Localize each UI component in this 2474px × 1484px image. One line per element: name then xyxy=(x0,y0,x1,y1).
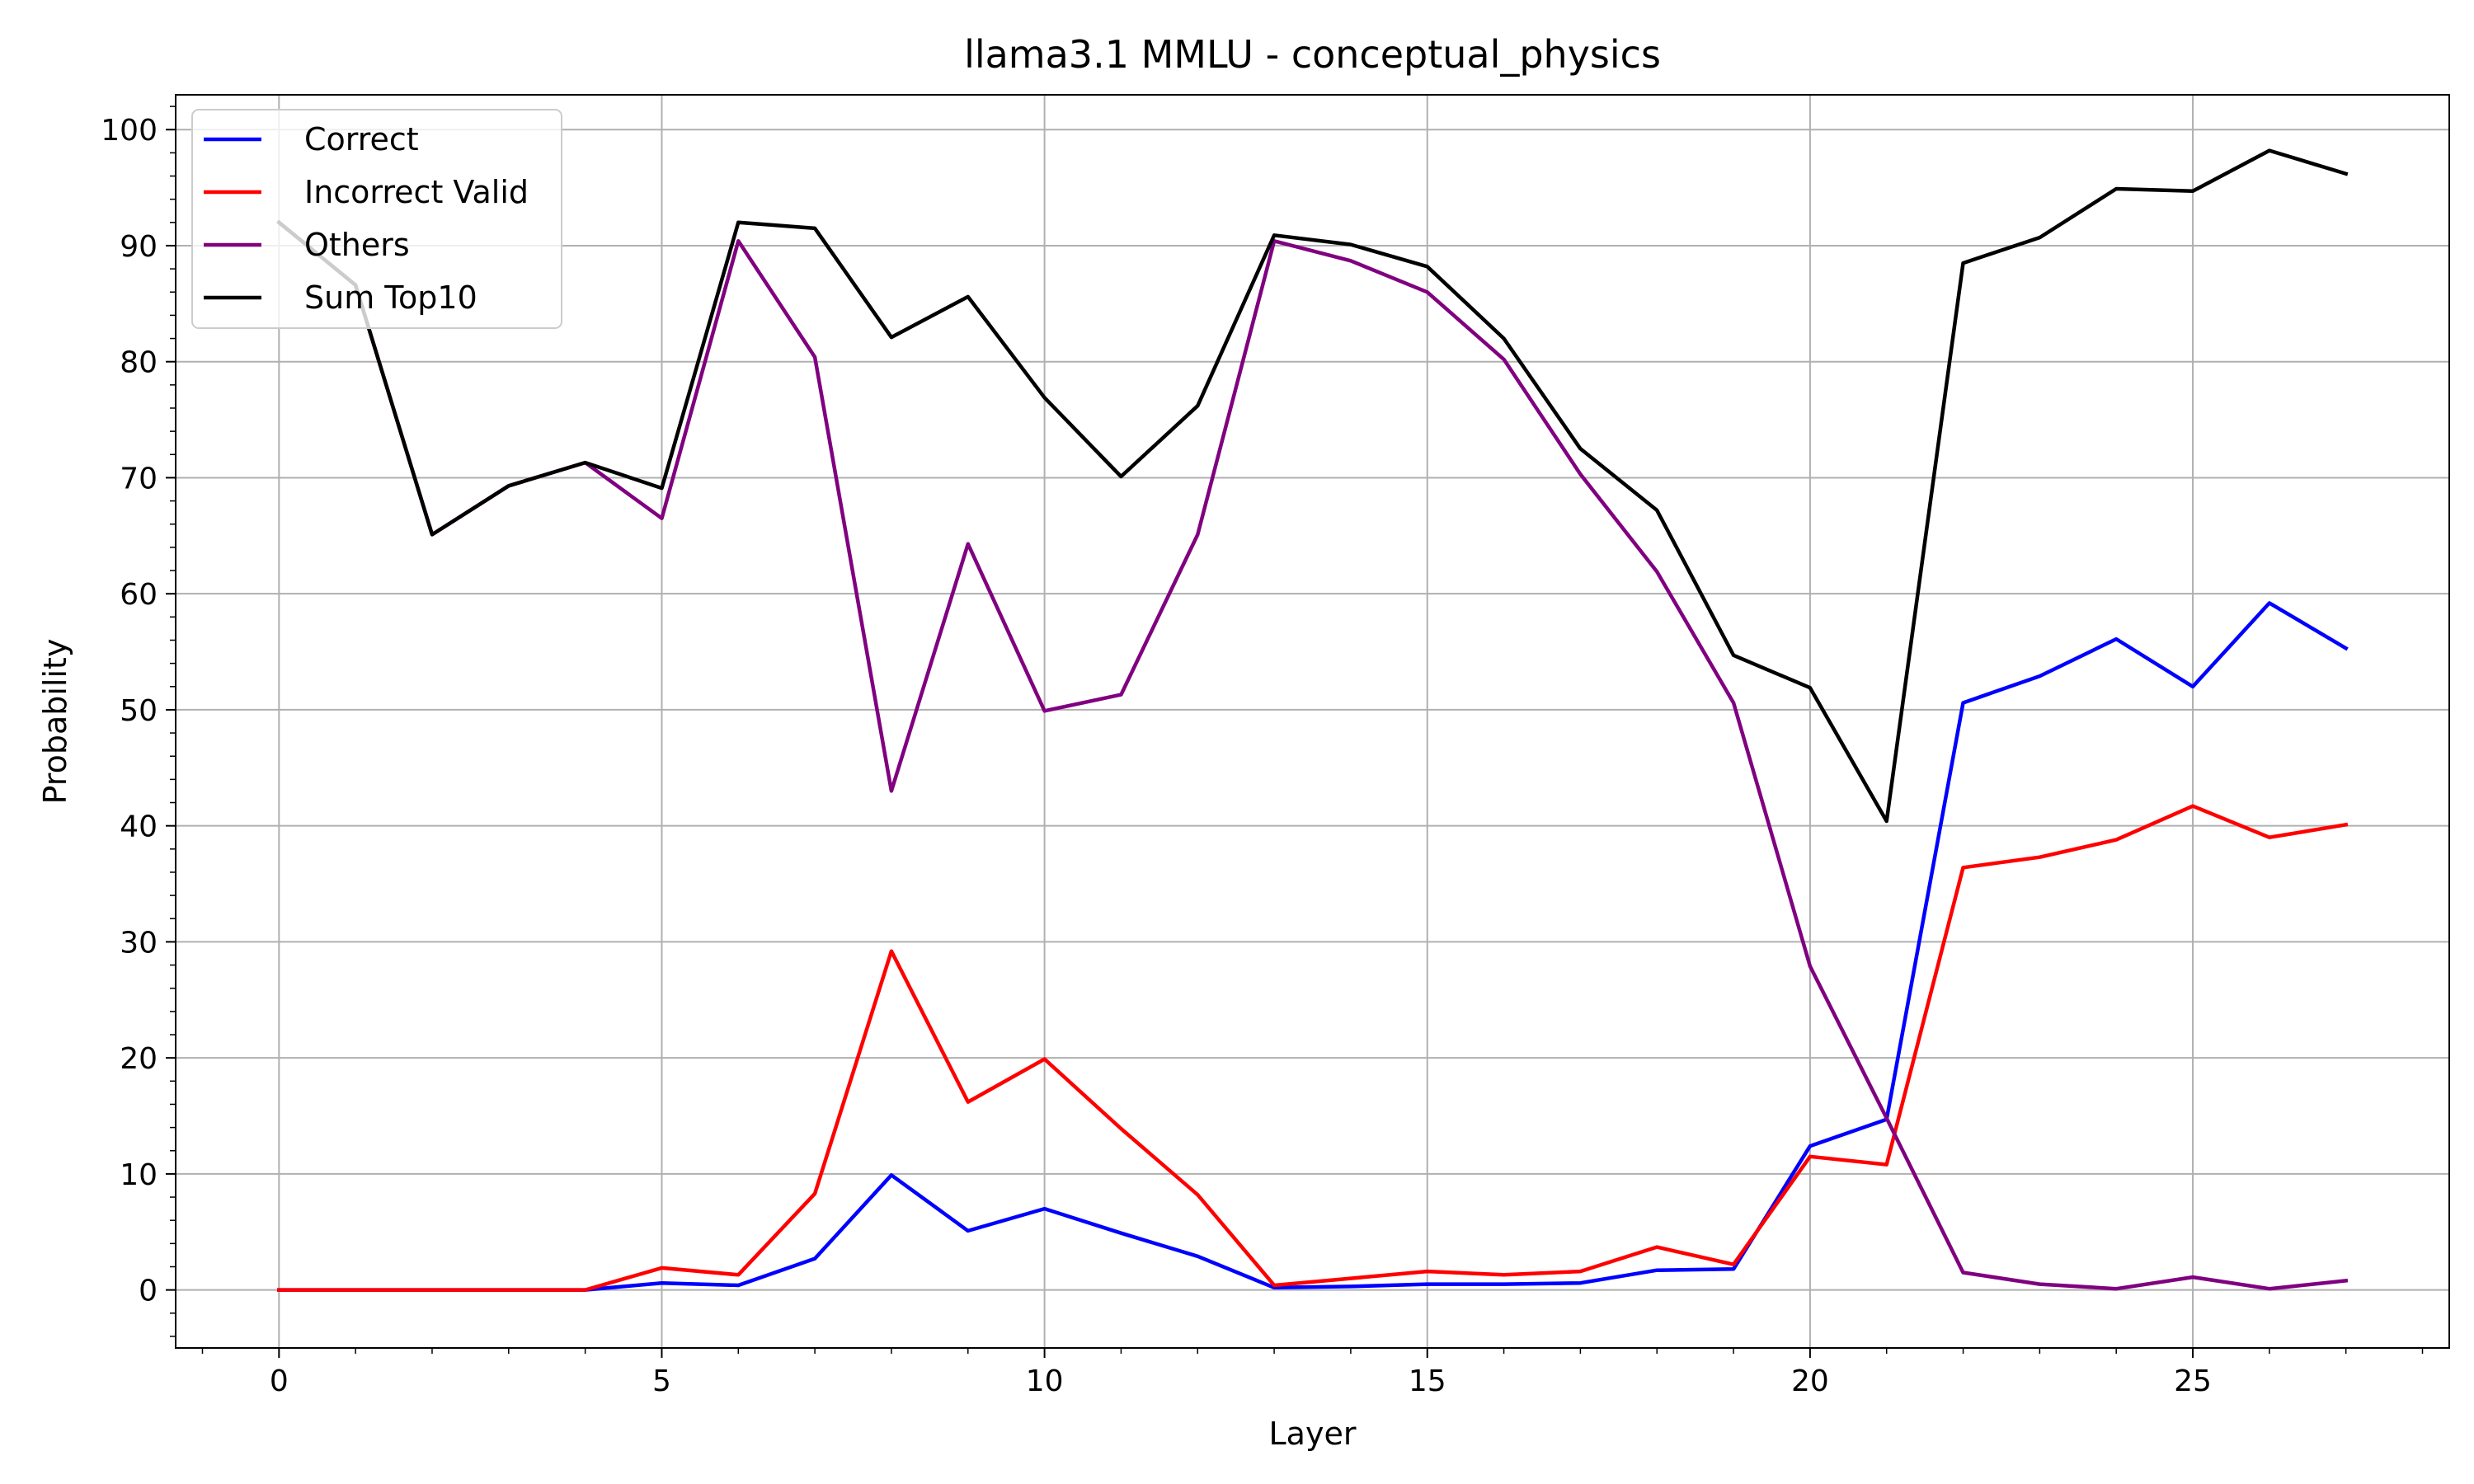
x-tick-label: 25 xyxy=(2174,1364,2212,1398)
y-tick-label: 10 xyxy=(120,1158,158,1192)
y-tick-label: 0 xyxy=(139,1275,158,1308)
plot-frame xyxy=(175,94,2450,1349)
x-axis-title: Layer xyxy=(1269,1416,1357,1452)
chart-title: llama3.1 MMLU - conceptual_physics xyxy=(964,32,1661,77)
y-tick-label: 20 xyxy=(120,1042,158,1076)
series-line-sum-top10 xyxy=(276,148,2349,824)
legend-label: Sum Top10 xyxy=(304,279,477,316)
legend-label: Others xyxy=(304,227,410,263)
grid xyxy=(176,95,2449,1348)
legend-label: Incorrect Valid xyxy=(304,174,529,210)
legend-label: Correct xyxy=(304,121,419,157)
y-tick-label: 60 xyxy=(120,578,158,612)
y-tick-label: 70 xyxy=(120,462,158,495)
axes: 0 5 10 15 20 25 0 10 20 30 40 50 60 70 80 90 100 xyxy=(101,106,2424,1398)
y-tick-label: 50 xyxy=(120,694,158,728)
y-axis-title: Probability xyxy=(37,639,73,805)
y-tick-label: 30 xyxy=(120,926,158,960)
series-line-incorrect-valid xyxy=(277,804,2349,1292)
x-tick-label: 10 xyxy=(1026,1364,1064,1398)
x-tick-label: 5 xyxy=(652,1364,671,1398)
x-tick-label: 0 xyxy=(270,1364,289,1398)
x-tick-label: 20 xyxy=(1791,1364,1829,1398)
y-tick-label: 100 xyxy=(101,114,158,148)
series-line-correct xyxy=(277,601,2349,1292)
y-tick-label: 90 xyxy=(120,230,158,264)
series-line-others xyxy=(276,219,2349,1291)
legend-box xyxy=(191,109,562,329)
y-tick-label: 80 xyxy=(120,346,158,380)
y-tick-label: 40 xyxy=(120,810,158,844)
plot-lines xyxy=(276,148,2349,1292)
x-tick-label: 15 xyxy=(1409,1364,1446,1398)
legend: Correct Incorrect Valid Others Sum Top10 xyxy=(191,109,562,329)
